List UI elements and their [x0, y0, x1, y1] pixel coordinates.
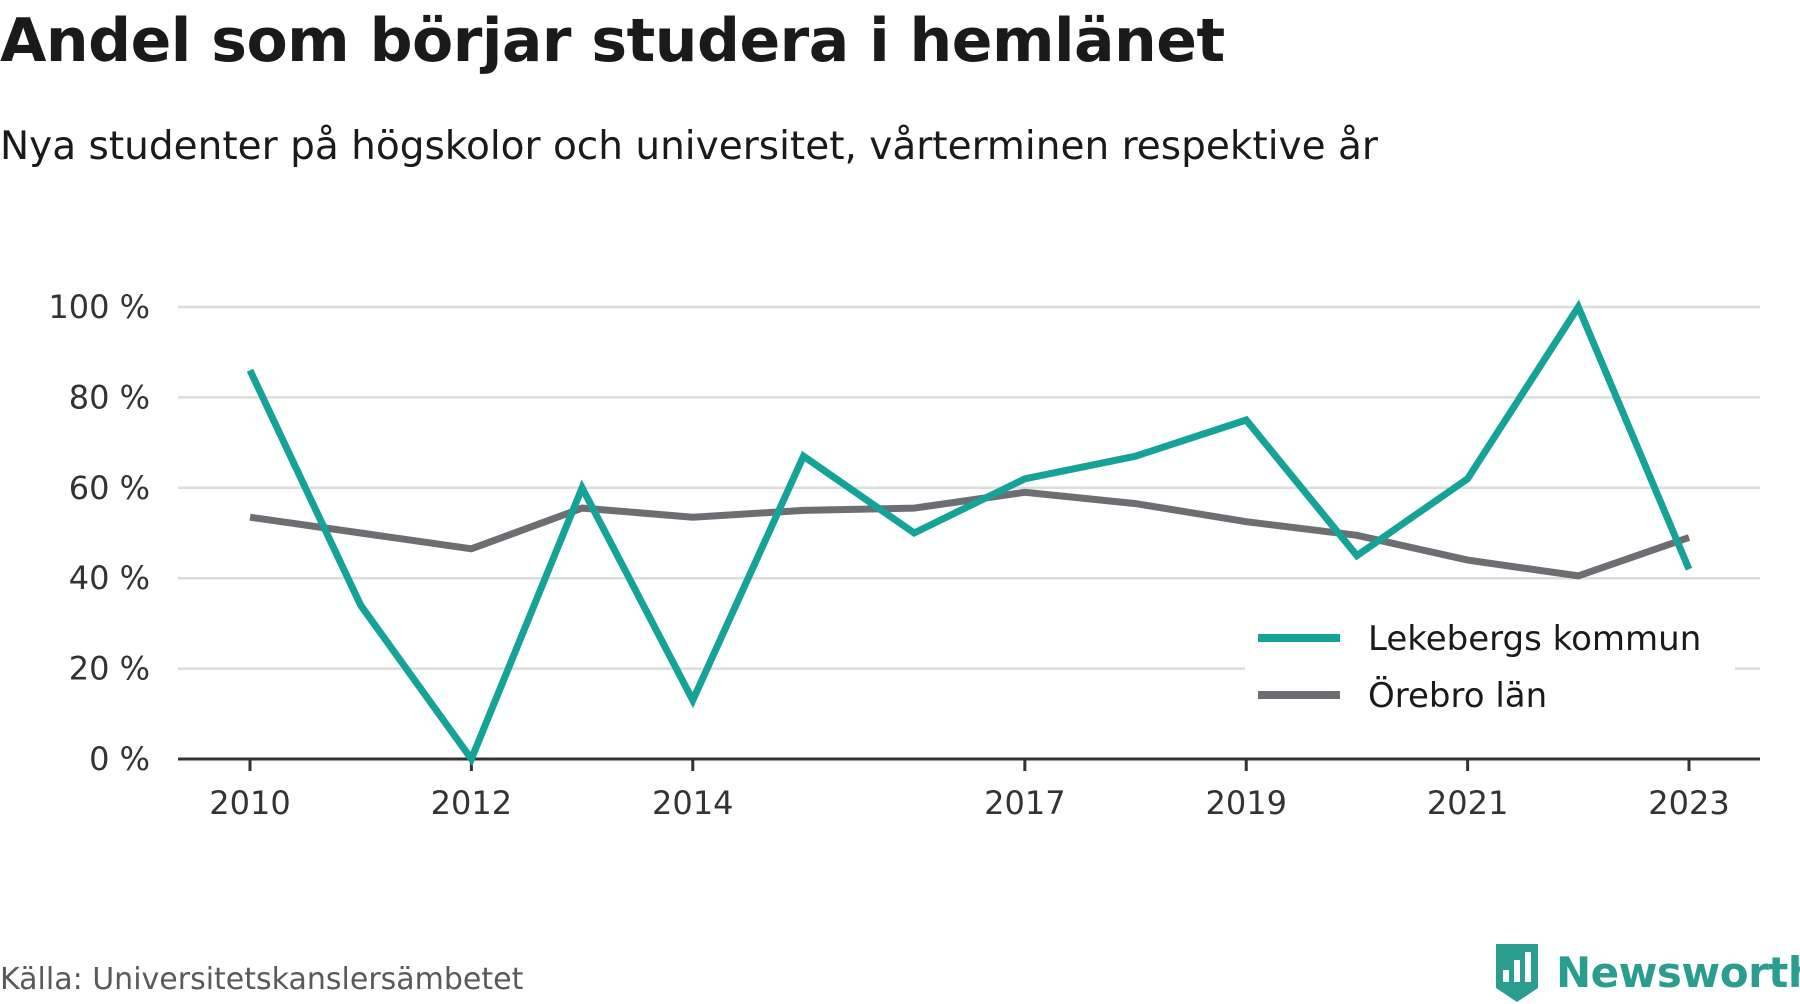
- y-tick-label: 40 %: [69, 559, 150, 597]
- y-tick-label: 60 %: [69, 469, 150, 507]
- source-note: Källa: Universitetskanslersämbetet: [0, 962, 524, 997]
- y-tick-label: 0 %: [89, 740, 150, 778]
- newsworthy-logo: Newsworthy: [1492, 940, 1800, 1004]
- legend-label: Örebro län: [1368, 675, 1547, 716]
- x-tick-label: 2019: [1206, 784, 1287, 822]
- y-tick-label: 80 %: [69, 378, 150, 416]
- x-tick-label: 2017: [984, 784, 1065, 822]
- y-tick-label: 100 %: [48, 288, 150, 326]
- x-tick-label: 2014: [652, 784, 733, 822]
- x-tick-label: 2012: [431, 784, 512, 822]
- series-line: [249, 488, 1691, 580]
- legend-background: [1245, 607, 1735, 732]
- y-tick-label: 20 %: [69, 650, 150, 688]
- x-tick-label: 2023: [1648, 784, 1729, 822]
- bar-chart-badge-icon: [1496, 944, 1538, 1002]
- legend-label: Lekebergs kommun: [1368, 619, 1701, 659]
- x-tick-label: 2010: [209, 784, 290, 822]
- x-tick-label: 2021: [1427, 784, 1508, 822]
- chart-subtitle: Nya studenter på högskolor och universit…: [0, 124, 1378, 169]
- series-line: [246, 299, 1693, 767]
- brand-name: Newsworthy: [1556, 947, 1800, 997]
- chart-title: Andel som börjar studera i hemlänet: [0, 6, 1225, 76]
